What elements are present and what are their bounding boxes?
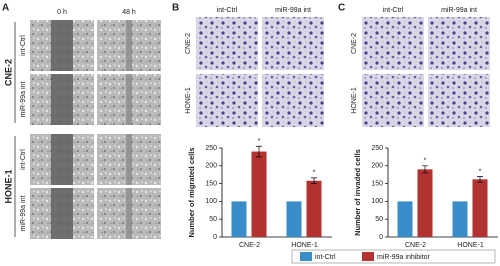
y-tick-label: 150 xyxy=(205,180,217,187)
row-label: CNE-2 xyxy=(351,33,358,54)
y-tick-label: 50 xyxy=(375,216,383,223)
significance: * xyxy=(258,138,261,145)
column-label: int-Ctrl xyxy=(217,7,238,14)
micrograph xyxy=(362,17,424,70)
row-label: HONE-1 xyxy=(351,87,358,114)
y-axis-label: Number of migrated cells xyxy=(187,147,196,237)
y-tick-label: 0 xyxy=(379,234,383,241)
error-bar xyxy=(477,176,483,183)
bar xyxy=(417,169,433,237)
legend-box xyxy=(291,249,496,264)
row-label: miR-99a int xyxy=(20,196,27,232)
bar xyxy=(472,179,488,237)
micrograph xyxy=(362,74,424,127)
bar xyxy=(251,151,267,237)
y-axis-label: Number of invaded cells xyxy=(353,149,362,236)
scratch xyxy=(51,134,73,185)
column-label: 0 h xyxy=(57,9,67,16)
y-tick-label: 200 xyxy=(205,163,217,170)
x-tick-label: HONE-1 xyxy=(291,242,318,249)
legend-swatch xyxy=(362,252,374,261)
scratch xyxy=(51,74,73,125)
legend-swatch xyxy=(300,252,312,261)
bar xyxy=(231,201,247,237)
column-label: miR-99a int xyxy=(275,7,311,14)
significance: * xyxy=(479,168,482,175)
y-tick-label: 0 xyxy=(213,234,217,241)
x-tick-label: CNE-2 xyxy=(239,242,260,249)
x-tick-label: HONE-1 xyxy=(457,242,484,249)
group-label: HONE-1 xyxy=(3,169,13,203)
scratch xyxy=(126,134,132,185)
column-label: 48 h xyxy=(122,9,136,16)
bar xyxy=(286,201,302,237)
column-label: miR-99a int xyxy=(441,7,477,14)
bar xyxy=(452,201,468,237)
y-tick-label: 100 xyxy=(371,198,383,205)
x-tick-label: CNE-2 xyxy=(405,242,426,249)
micrograph xyxy=(262,17,324,70)
column-label: int-Ctrl xyxy=(383,7,404,14)
row-label: int-Ctrl xyxy=(20,149,27,170)
row-label: CNE-2 xyxy=(185,33,192,54)
row-label: int-Ctrl xyxy=(20,35,27,56)
y-tick-label: 50 xyxy=(209,216,217,223)
y-tick-label: 250 xyxy=(371,145,383,152)
group-label: CNE-2 xyxy=(3,59,13,86)
micrograph xyxy=(428,74,490,127)
significance: * xyxy=(313,170,316,177)
micrograph xyxy=(428,17,490,70)
micrograph xyxy=(196,74,258,127)
panel-label: B xyxy=(172,3,179,14)
y-tick-label: 100 xyxy=(205,198,217,205)
error-bar xyxy=(311,177,317,184)
scratch xyxy=(126,20,132,71)
micrograph xyxy=(262,74,324,127)
scratch xyxy=(126,74,132,125)
error-bar xyxy=(422,165,428,174)
legend-label: int-Ctrl xyxy=(315,254,336,261)
scratch xyxy=(126,188,132,239)
row-label: miR-99a int xyxy=(20,82,27,118)
scratch xyxy=(51,20,73,71)
significance: * xyxy=(424,158,427,165)
panel-label: A xyxy=(2,3,9,14)
micrograph xyxy=(196,17,258,70)
error-bar xyxy=(256,145,262,158)
scratch xyxy=(51,188,73,239)
y-tick-label: 250 xyxy=(205,145,217,152)
row-label: HONE-1 xyxy=(185,87,192,114)
panel-label: C xyxy=(338,3,345,14)
legend-label: miR-99a inhibitor xyxy=(377,254,431,261)
bar xyxy=(397,201,413,237)
bar xyxy=(306,180,322,237)
y-tick-label: 150 xyxy=(371,180,383,187)
y-tick-label: 200 xyxy=(371,163,383,170)
